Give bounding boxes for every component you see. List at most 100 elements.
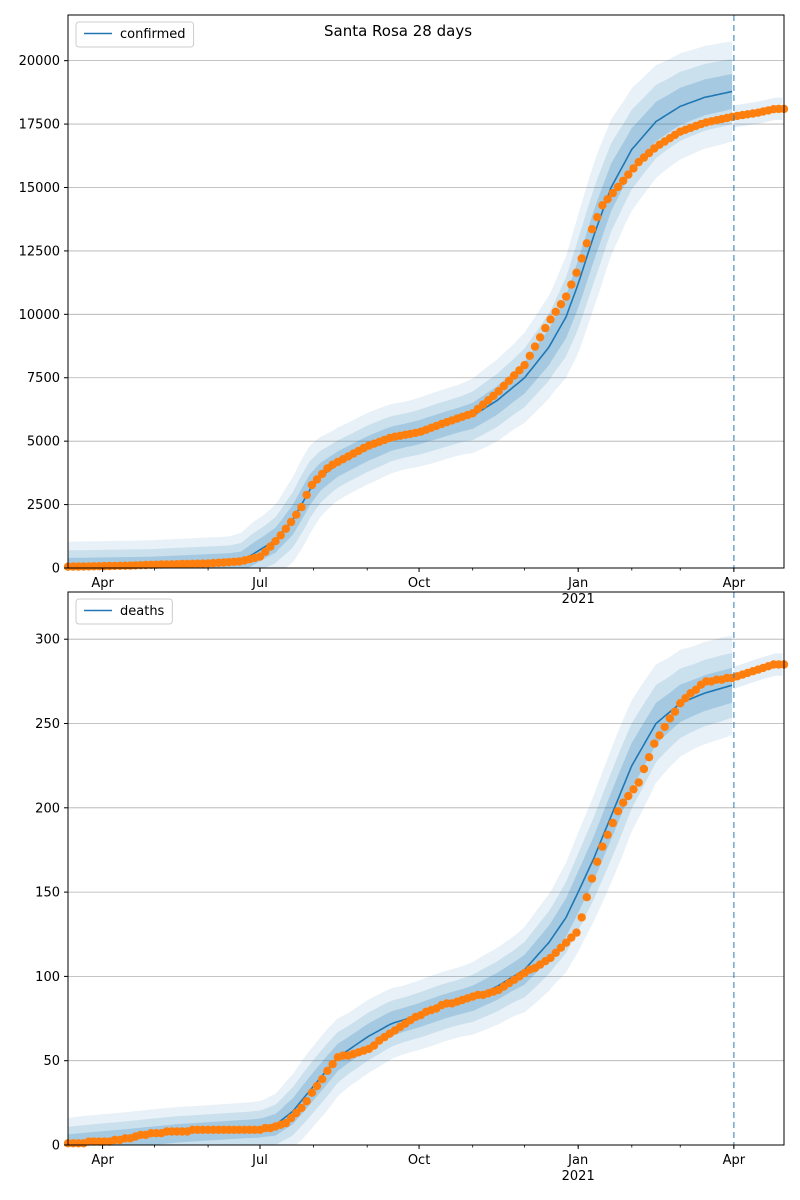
observed-point — [281, 524, 291, 533]
observed-point — [582, 893, 591, 902]
legend-label-confirmed: confirmed — [120, 27, 186, 42]
band-95pct — [68, 41, 733, 568]
observed-point — [587, 874, 597, 883]
observed-point — [546, 315, 555, 324]
y-tick-label: 0 — [52, 1139, 60, 1154]
x-tick-label: Oct — [408, 576, 430, 591]
observed-point — [556, 943, 566, 952]
observed-points — [63, 660, 789, 1148]
observed-point — [281, 1118, 291, 1128]
x-tick-label: Apr — [723, 576, 746, 591]
observed-point — [292, 510, 301, 519]
observed-point — [613, 807, 623, 816]
observed-point — [598, 842, 607, 851]
observed-point — [499, 381, 508, 391]
observed-point — [541, 323, 550, 333]
observed-point — [312, 1081, 322, 1091]
observed-point — [681, 694, 690, 703]
observed-point — [535, 333, 545, 342]
observed-point — [551, 948, 560, 957]
observed-point — [644, 753, 654, 762]
y-tick-label: 150 — [35, 886, 60, 901]
observed-point — [655, 731, 664, 740]
observed-point — [323, 1066, 332, 1076]
band-95pct — [68, 635, 733, 1145]
x-tick-label: Oct — [408, 1153, 430, 1168]
observed-point — [567, 280, 576, 289]
observed-point — [510, 371, 519, 380]
observed-point — [266, 542, 275, 551]
y-axis: 0 50 100 150 200 250 300 — [35, 633, 68, 1154]
x-tick-label: Apr — [91, 1153, 114, 1168]
observed-point — [307, 1088, 317, 1097]
observed-point — [593, 857, 602, 866]
band-80pct — [68, 59, 733, 568]
observed-point — [670, 707, 680, 716]
x-tick-label: Jul — [251, 1153, 268, 1168]
observed-point — [286, 1113, 296, 1123]
x-tick-label: Apr — [91, 576, 114, 591]
observed-point — [629, 164, 638, 173]
y-tick-label: 250 — [35, 717, 60, 732]
observed-point — [312, 475, 322, 484]
observed-point — [530, 342, 540, 351]
observed-point — [608, 818, 617, 828]
band-50pct — [68, 74, 733, 568]
observed-point — [261, 547, 270, 556]
observed-point — [318, 469, 327, 479]
observed-point — [504, 376, 514, 385]
observed-point — [634, 778, 643, 787]
observed-point — [302, 490, 311, 500]
y-tick-label: 300 — [35, 633, 60, 648]
observed-point — [650, 739, 659, 748]
observed-point — [276, 531, 285, 540]
observed-point — [624, 791, 633, 801]
y-tick-label: 20000 — [19, 54, 60, 69]
plot-frame — [67, 591, 785, 1146]
observed-point — [665, 714, 675, 723]
y-tick-label: 50 — [43, 1054, 60, 1069]
observed-point — [292, 1108, 301, 1118]
observed-point — [302, 1097, 311, 1106]
plot-frame — [67, 14, 785, 569]
observed-point — [629, 785, 638, 794]
observed-point — [639, 764, 649, 774]
observed-point — [494, 387, 503, 396]
y-tick-label: 2500 — [27, 498, 60, 513]
legend-box — [75, 598, 173, 625]
y-axis: 0 2500 5000 7500 10000 12500 15000 17500 20000 — [19, 54, 68, 577]
observed-point — [608, 188, 617, 198]
observed-point — [593, 213, 602, 222]
y-tick-label: 7500 — [27, 371, 60, 386]
observed-point — [520, 360, 529, 370]
observed-point — [613, 182, 623, 192]
observed-point — [525, 351, 534, 360]
y-tick-label: 17500 — [19, 118, 60, 133]
band-80pct — [68, 653, 733, 1145]
x-tick-label: Jul — [251, 576, 268, 591]
y-tick-label: 100 — [35, 970, 60, 985]
x-tick-sublabel: 2021 — [562, 592, 595, 607]
observed-point — [572, 268, 581, 277]
observed-point — [624, 170, 633, 179]
y-tick-label: 10000 — [19, 308, 60, 323]
observed-point — [598, 201, 607, 210]
observed-point — [603, 195, 612, 204]
observed-point — [318, 1075, 327, 1084]
y-tick-label: 5000 — [27, 435, 60, 450]
observed-point — [369, 1041, 379, 1050]
y-tick-label: 12500 — [19, 244, 60, 259]
observed-point — [619, 798, 628, 807]
observed-point — [587, 225, 597, 234]
uncertainty-bands — [68, 41, 783, 568]
legend: confirmed — [75, 21, 195, 48]
observed-point — [307, 480, 317, 490]
legend-box — [75, 21, 195, 48]
observed-point — [577, 913, 586, 922]
observed-point — [567, 933, 576, 942]
x-tick-label: Apr — [723, 1153, 746, 1168]
observed-point — [297, 1103, 306, 1113]
